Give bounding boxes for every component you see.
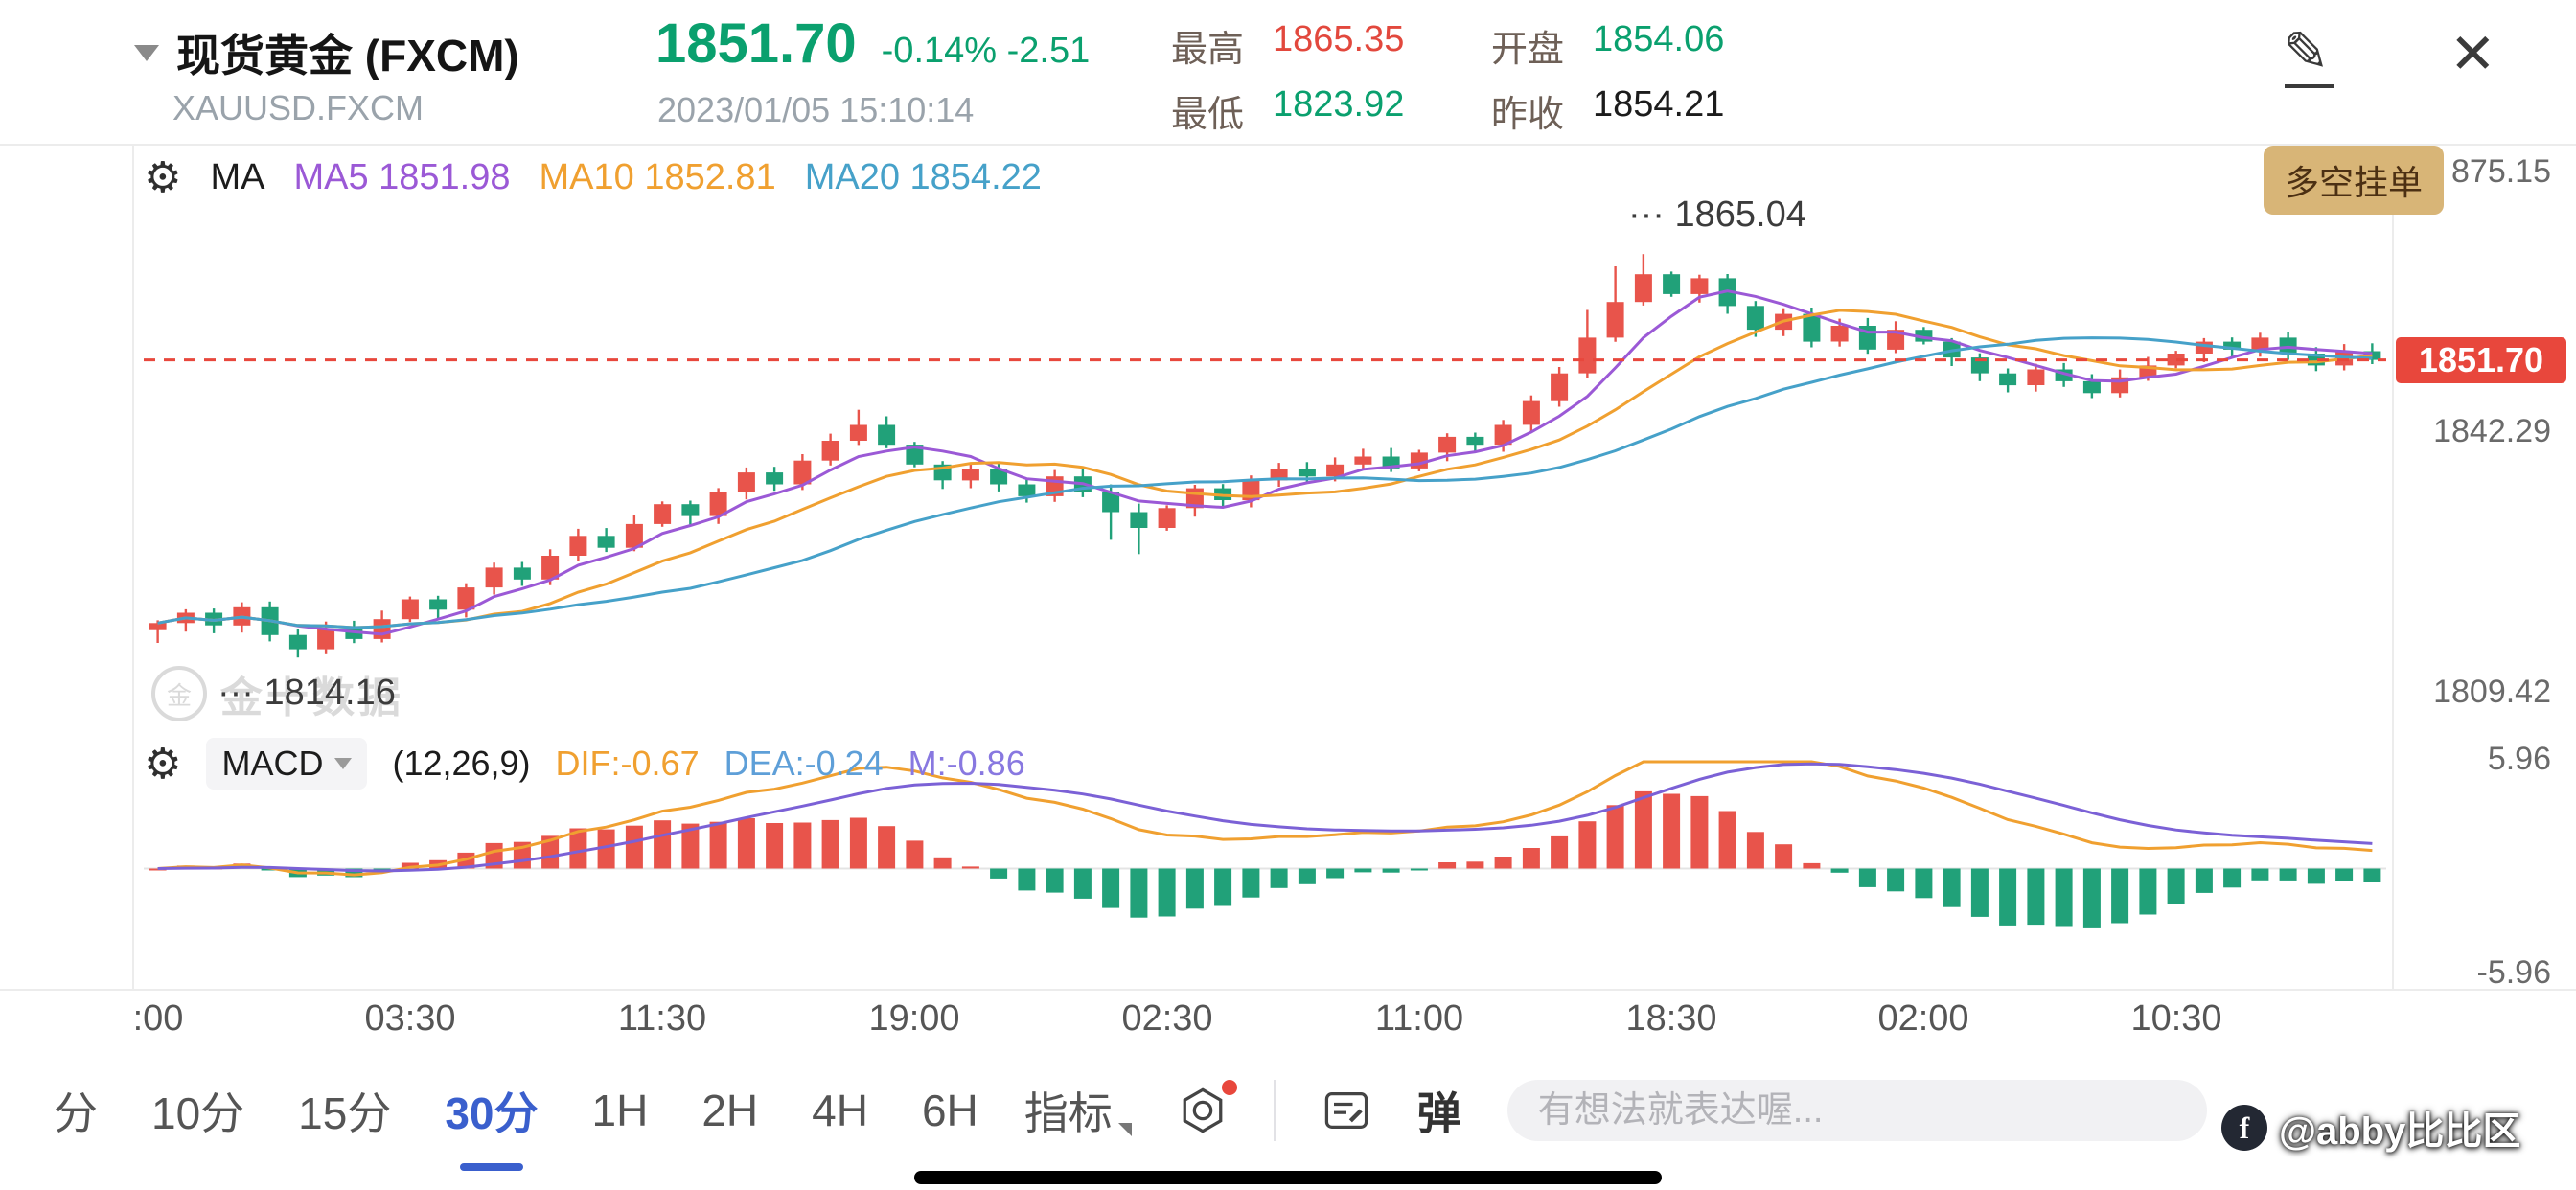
plot-right-border [2392, 146, 2394, 989]
plot-left-border [132, 146, 134, 989]
macd-params: (12,26,9) [392, 744, 531, 783]
macd-settings-gear-icon[interactable]: ⚙ [144, 740, 182, 788]
ma-indicator-bar: ⚙ MA MA5 1851.98 MA10 1852.81 MA20 1854.… [144, 153, 1042, 202]
tab-4H[interactable]: 4H [812, 1086, 868, 1135]
macd-selector-caret-icon [334, 758, 353, 769]
price-change: -0.14% -2.51 [881, 31, 1091, 71]
tab-10分[interactable]: 10分 [151, 1088, 245, 1138]
macd-indicator-bar: ⚙ MACD (12,26,9) DIF:-0.67 DEA:-0.24 M:-… [144, 738, 1025, 790]
news-note-button[interactable] [1322, 1086, 1371, 1135]
indicator-caret-icon [1117, 1123, 1132, 1136]
stat-prev-close: 昨收 1854.21 [1491, 84, 1725, 135]
xaxis-divider [0, 989, 2576, 991]
ma-settings-gear-icon[interactable]: ⚙ [144, 154, 182, 201]
stat-low: 最低 1823.92 [1171, 84, 1405, 135]
bottom-toolbar: 分 10分 15分 30分 1H 2H 4H 6H 指标 [0, 1054, 2576, 1190]
comment-input-box [1506, 1080, 2207, 1141]
hexagon-settings-icon [1183, 1087, 1223, 1133]
edit-icon-underline [2285, 84, 2334, 88]
stat-high: 最高 1865.35 [1171, 19, 1405, 70]
instrument-symbol: XAUUSD.FXCM [172, 88, 425, 127]
news-icon [1324, 1092, 1368, 1129]
ma-label: MA [210, 157, 265, 197]
danmaku-toggle[interactable]: 弹 [1416, 1088, 1461, 1138]
timeframe-tabs: 分 10分 15分 30分 1H 2H 4H 6H [54, 1079, 978, 1142]
ma20-value: MA20 1854.22 [804, 157, 1042, 197]
chart-settings-button[interactable] [1178, 1080, 1237, 1135]
video-watermark: f @abby比比区 [2221, 1100, 2520, 1156]
page-title: 现货黄金 (FXCM) [176, 31, 519, 80]
ma5-value: MA5 1851.98 [293, 157, 511, 197]
tab-分[interactable]: 分 [54, 1088, 98, 1138]
last-price: 1851.70 [656, 12, 857, 75]
home-indicator-bar[interactable] [914, 1171, 1662, 1184]
tab-6H[interactable]: 6H [921, 1086, 978, 1135]
edit-icon[interactable]: ✎ [2283, 21, 2330, 83]
macd-selector[interactable]: MACD [206, 738, 368, 790]
tab-1H[interactable]: 1H [591, 1086, 649, 1135]
indicator-menu[interactable]: 指标 [1024, 1079, 1132, 1142]
price-block: 1851.70 -0.14% -2.51 [656, 11, 1090, 76]
chart-watermark: 金 金十数据 [151, 663, 404, 724]
tab-15分[interactable]: 15分 [298, 1088, 392, 1138]
close-icon[interactable]: ✕ [2450, 23, 2496, 85]
macd-dea-value: DEA:-0.24 [724, 744, 884, 783]
comment-input[interactable] [1535, 1088, 2178, 1133]
instrument-selector[interactable]: 现货黄金 (FXCM) [134, 21, 519, 84]
long-short-orders-button[interactable]: 多空挂单 [2264, 146, 2445, 215]
dropdown-caret-icon [134, 44, 159, 61]
watermark-badge-icon: f [2221, 1105, 2267, 1151]
macd-m-value: M:-0.86 [908, 744, 1025, 783]
toolbar-divider-line [1273, 1080, 1276, 1141]
ma10-value: MA10 1852.81 [539, 157, 776, 197]
tab-2H[interactable]: 2H [702, 1086, 759, 1135]
notification-dot [1221, 1080, 1237, 1095]
header-divider [0, 144, 2576, 146]
watermark-logo-icon: 金 [151, 666, 207, 721]
stat-open: 开盘 1854.06 [1491, 19, 1725, 70]
macd-dif-value: DIF:-0.67 [555, 744, 700, 783]
quote-timestamp: 2023/01/05 15:10:14 [657, 90, 975, 129]
tab-30分[interactable]: 30分 [445, 1079, 538, 1142]
